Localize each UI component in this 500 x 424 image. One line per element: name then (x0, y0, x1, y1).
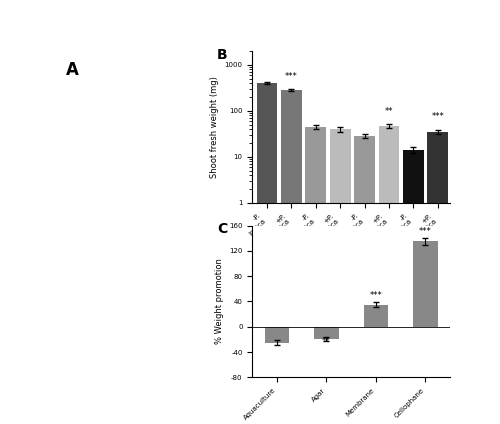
Bar (354, 136, 375, 424)
Text: B: B (217, 48, 228, 62)
Text: ***: *** (370, 291, 382, 300)
Bar (256, 83, 278, 424)
Bar (413, 241, 438, 327)
Bar (306, 127, 326, 424)
Text: C: C (217, 223, 227, 237)
Bar (281, 90, 302, 424)
Bar (403, 150, 424, 424)
Text: A: A (66, 61, 79, 79)
Y-axis label: Shoot fresh weight (mg): Shoot fresh weight (mg) (210, 76, 219, 178)
Bar (428, 132, 448, 424)
Text: **: ** (322, 338, 330, 346)
Text: **: ** (385, 107, 394, 116)
Bar (330, 129, 350, 424)
Text: ***: *** (432, 112, 444, 121)
Y-axis label: % Weight promotion: % Weight promotion (214, 259, 224, 344)
Bar (264, 327, 289, 343)
Bar (364, 304, 388, 327)
Bar (314, 327, 339, 339)
Bar (378, 126, 400, 424)
Text: ***: *** (285, 72, 298, 81)
Text: ***: *** (419, 227, 432, 236)
